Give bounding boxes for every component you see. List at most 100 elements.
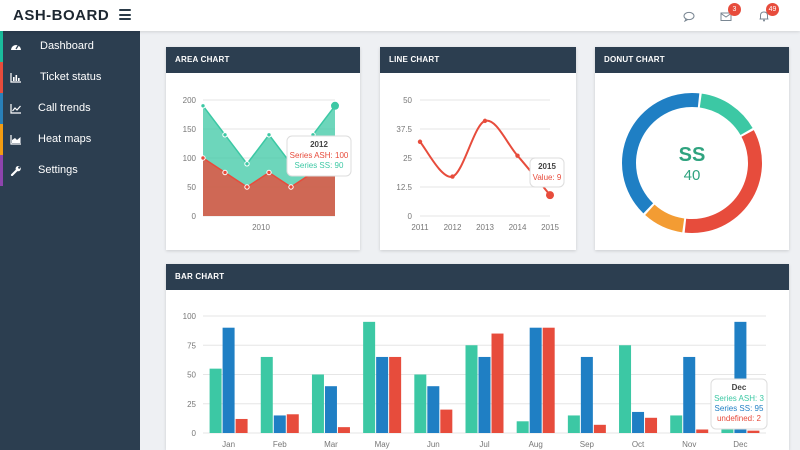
y-tick-label: 100	[183, 154, 197, 163]
bar-chart-panel: BAR CHART 0 25 50 75 100 Jan Feb Mar May Jun Jul Au…	[166, 264, 789, 450]
menu-toggle-icon[interactable]	[119, 9, 131, 20]
bar	[593, 424, 606, 433]
bar	[465, 345, 478, 433]
sidebar-item-settings[interactable]: Settings	[0, 155, 140, 186]
sidebar-item-ticket-status[interactable]: Ticket status	[0, 62, 140, 93]
area-chart-icon	[10, 135, 21, 145]
brand-logo[interactable]: ASH-BOARD	[13, 7, 110, 24]
x-tick-label: 2012	[444, 223, 462, 232]
sidebar-accent	[0, 31, 3, 62]
line-chart-panel: LINE CHART 0 12.5 25 37.5 50 2011 2012 2013 2014…	[380, 47, 576, 250]
sidebar-item-heat-maps[interactable]: Heat maps	[0, 124, 140, 155]
sidebar-item-label: Heat maps	[38, 133, 92, 145]
dashboard-gauge-icon	[11, 44, 21, 50]
x-tick-label: 2013	[476, 223, 494, 232]
bell-icon[interactable]: 49	[758, 3, 779, 27]
bar	[273, 415, 286, 433]
bar	[440, 409, 453, 433]
notifications-badge: 49	[766, 3, 779, 16]
wrench-icon	[10, 166, 21, 176]
tooltip-title: 2015	[538, 162, 556, 171]
tooltip-line: Series ASH: 3	[714, 394, 764, 403]
y-tick-label: 25	[187, 400, 196, 409]
sidebar-item-dashboard[interactable]: Dashboard	[0, 31, 140, 62]
donut-slice	[699, 93, 753, 135]
bar	[222, 327, 235, 433]
mail-icon[interactable]: 3	[720, 3, 741, 27]
data-point	[515, 153, 520, 158]
bar	[632, 411, 645, 433]
line-chart: 0 12.5 25 37.5 50 2011 2012 2013 2014 2015 2015 Val…	[396, 96, 565, 232]
data-point	[266, 132, 272, 138]
data-point	[266, 169, 272, 176]
data-point	[200, 155, 206, 161]
y-tick-label: 0	[408, 212, 413, 221]
sidebar-accent	[0, 155, 3, 186]
x-tick-label: Dec	[733, 440, 747, 449]
donut-center-value: 40	[684, 167, 701, 184]
x-tick-label: Nov	[682, 440, 696, 449]
bar	[542, 327, 555, 433]
x-tick-label: 2011	[411, 223, 429, 232]
top-bar: ASH-BOARD 3 49	[0, 0, 800, 31]
tooltip-title: 2012	[310, 140, 328, 149]
data-point	[417, 139, 423, 144]
y-tick-label: 50	[187, 371, 196, 380]
y-tick-label: 37.5	[396, 125, 412, 134]
bar	[683, 356, 696, 433]
bar	[696, 429, 709, 433]
tooltip-line: Series ASH: 100	[290, 151, 349, 160]
sidebar-item-label: Dashboard	[40, 40, 94, 52]
donut-slice	[622, 93, 700, 214]
sidebar-item-label: Ticket status	[40, 71, 102, 83]
bar	[414, 374, 427, 433]
x-tick-label: Jul	[479, 440, 489, 449]
y-tick-label: 0	[192, 212, 197, 221]
donut-chart-panel: DONUT CHART SS 40	[595, 47, 789, 250]
bar	[580, 356, 593, 433]
data-point	[546, 191, 554, 200]
bar	[567, 415, 580, 433]
x-tick-label: Jan	[222, 440, 235, 449]
bar	[619, 345, 632, 433]
bar	[747, 430, 760, 433]
y-tick-label: 100	[183, 312, 197, 321]
x-tick-label: Oct	[632, 440, 645, 449]
bar	[376, 356, 389, 433]
sidebar-accent	[0, 124, 3, 155]
donut-slice	[645, 204, 685, 233]
data-point	[222, 132, 228, 138]
tooltip-title: Dec	[732, 383, 747, 392]
x-tick-label: Feb	[273, 440, 287, 449]
bar	[721, 429, 734, 433]
chat-icon[interactable]	[683, 9, 695, 27]
y-tick-label: 200	[183, 96, 197, 105]
tooltip-line: Value: 9	[533, 173, 562, 182]
x-tick-label: Sep	[580, 440, 595, 449]
bar-chart-icon	[10, 73, 21, 83]
y-tick-label: 25	[403, 154, 412, 163]
sidebar: Dashboard Ticket status Call trends Heat…	[0, 31, 140, 450]
tooltip-box	[529, 157, 565, 188]
sidebar-item-label: Settings	[38, 164, 78, 176]
area-chart: 0 50 100 150 200 2010 2012 Series ASH: 100Serie…	[183, 96, 352, 232]
bar	[235, 418, 248, 433]
bar	[363, 321, 376, 433]
y-tick-label: 50	[187, 183, 196, 192]
bar	[645, 417, 658, 433]
area-series-fill	[203, 158, 335, 216]
line-chart-icon	[10, 104, 21, 114]
sidebar-item-call-trends[interactable]: Call trends	[0, 93, 140, 124]
donut-center-label: SS	[679, 144, 706, 166]
data-point	[222, 169, 228, 176]
donut-slice	[684, 130, 762, 233]
bar	[209, 368, 222, 433]
sidebar-accent	[0, 62, 3, 93]
messages-badge: 3	[728, 3, 741, 16]
tooltip-box	[710, 378, 768, 430]
y-tick-label: 75	[187, 341, 196, 350]
tooltip-line: Series SS: 95	[715, 404, 764, 413]
data-point	[331, 101, 339, 110]
data-point	[482, 118, 488, 124]
